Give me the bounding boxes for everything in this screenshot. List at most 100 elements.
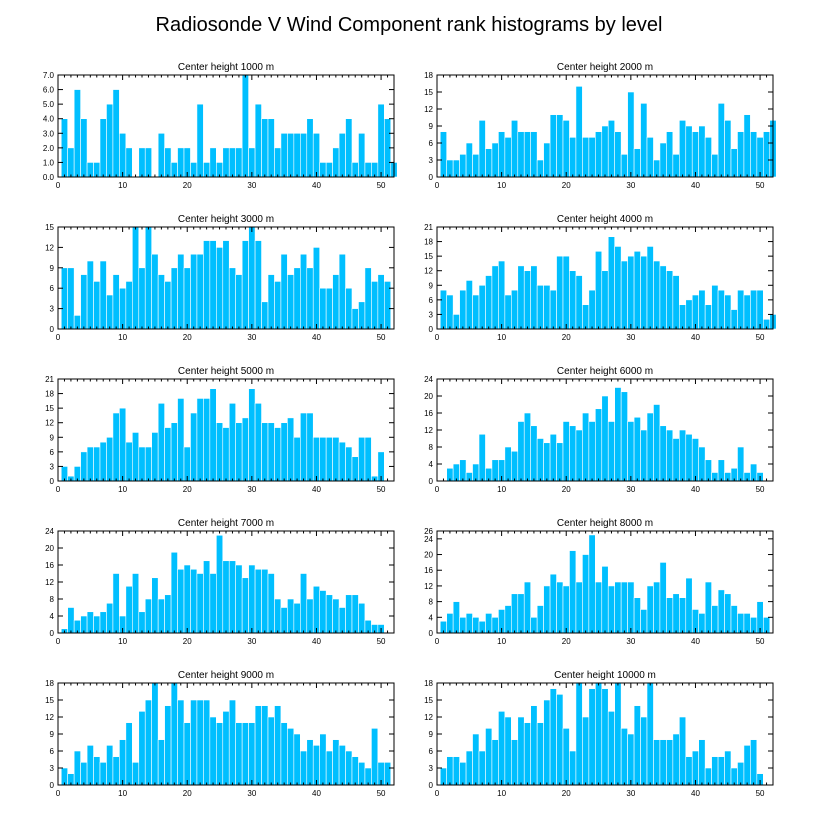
histogram-bar	[261, 568, 269, 634]
histogram-bar	[523, 722, 531, 786]
histogram-bar	[452, 159, 460, 178]
histogram-bar	[338, 132, 346, 178]
histogram-bar	[209, 716, 217, 786]
histogram-bar	[93, 446, 101, 482]
y-tick-label: 0	[50, 477, 55, 486]
y-tick-label: 9	[429, 281, 434, 290]
histogram-bar	[523, 270, 531, 330]
histogram-bar	[332, 436, 340, 482]
histogram-bar	[209, 573, 217, 634]
x-tick-label: 10	[497, 485, 506, 494]
histogram-panel: Center height 3000 m 0 10 20 30 40 50 0 3 6 9 12 15	[45, 214, 395, 342]
histogram-bar	[222, 240, 230, 330]
histogram-bar	[274, 147, 282, 178]
histogram-bar	[653, 739, 661, 786]
histogram-bar	[216, 534, 224, 634]
histogram-bar	[679, 597, 687, 634]
histogram-bar	[562, 421, 570, 482]
y-tick-label: 0	[429, 325, 434, 334]
x-tick-label: 20	[562, 485, 571, 494]
y-tick-label: 16	[45, 561, 54, 570]
histogram-bar	[646, 412, 654, 482]
histogram-bar	[562, 585, 570, 634]
histogram-bar	[170, 551, 178, 634]
histogram-bar	[228, 560, 236, 634]
histogram-bar	[743, 114, 751, 178]
histogram-bar	[144, 226, 152, 330]
histogram-bar	[698, 739, 706, 786]
x-tick-label: 30	[626, 333, 635, 342]
histogram-bar	[345, 287, 353, 330]
panel-title: Center height 10000 m	[554, 670, 656, 681]
histogram-bar	[704, 581, 712, 634]
histogram-bar	[685, 433, 693, 482]
histogram-bar	[730, 309, 738, 330]
histogram-bar	[763, 131, 771, 178]
histogram-bar	[523, 581, 531, 634]
histogram-bar	[280, 253, 288, 330]
histogram-bar	[216, 722, 224, 786]
histogram-bar	[698, 125, 706, 178]
histogram-bar	[614, 246, 622, 330]
histogram-bar	[267, 274, 275, 330]
x-tick-label: 10	[118, 333, 127, 342]
histogram-bar	[73, 750, 81, 786]
histogram-bar	[248, 388, 256, 482]
histogram-bar	[717, 289, 725, 330]
histogram-bar	[530, 425, 538, 482]
histogram-bar	[556, 581, 564, 634]
y-tick-label: 24	[424, 535, 433, 544]
x-tick-label: 30	[626, 181, 635, 190]
histogram-bar	[724, 294, 732, 330]
histogram-bar	[80, 762, 88, 786]
histogram-bar	[627, 91, 635, 178]
histogram-bar	[756, 137, 764, 178]
histogram-bar	[575, 429, 583, 482]
histogram-bar	[112, 573, 120, 634]
histogram-bar	[138, 147, 146, 178]
x-tick-label: 40	[312, 485, 321, 494]
y-tick-label: 2.0	[43, 144, 55, 153]
y-tick-label: 0	[50, 781, 55, 790]
histogram-bar	[312, 247, 320, 330]
histogram-bar	[459, 289, 467, 330]
histogram-bar	[543, 699, 551, 786]
panel-title: Center height 3000 m	[178, 214, 274, 225]
histogram-bar	[478, 433, 486, 482]
x-tick-label: 50	[756, 181, 765, 190]
histogram-bar	[504, 716, 512, 786]
histogram-bar	[222, 427, 230, 482]
histogram-bar	[177, 147, 185, 178]
histogram-bar	[704, 304, 712, 330]
histogram-bar	[530, 131, 538, 178]
x-tick-label: 20	[183, 333, 192, 342]
histogram-bar	[439, 289, 447, 330]
x-tick-label: 50	[377, 637, 386, 646]
histogram-bar	[280, 132, 288, 178]
panel-title: Center height 8000 m	[557, 518, 653, 529]
y-tick-label: 4	[50, 612, 55, 621]
histogram-bar	[177, 568, 185, 634]
histogram-bar	[364, 436, 372, 482]
histogram-bar	[562, 120, 570, 178]
histogram-bar	[112, 89, 120, 178]
histogram-bar	[241, 722, 249, 786]
histogram-bar	[332, 147, 340, 178]
histogram-bar	[672, 438, 680, 482]
histogram-bar	[536, 284, 544, 330]
histogram-bar	[190, 253, 198, 330]
histogram-bar	[485, 613, 493, 634]
histogram-bar	[556, 255, 564, 330]
histogram-bar	[582, 412, 590, 482]
histogram-bar	[640, 255, 648, 330]
histogram-bar	[274, 705, 282, 786]
histogram-bar	[300, 132, 308, 178]
histogram-bar	[439, 131, 447, 178]
histogram-bar	[177, 699, 185, 786]
histogram-bar	[254, 103, 262, 178]
histogram-bar	[293, 733, 301, 786]
histogram-bar	[345, 118, 353, 178]
histogram-bar	[203, 240, 211, 330]
histogram-bar	[248, 564, 256, 634]
x-tick-label: 40	[691, 789, 700, 798]
